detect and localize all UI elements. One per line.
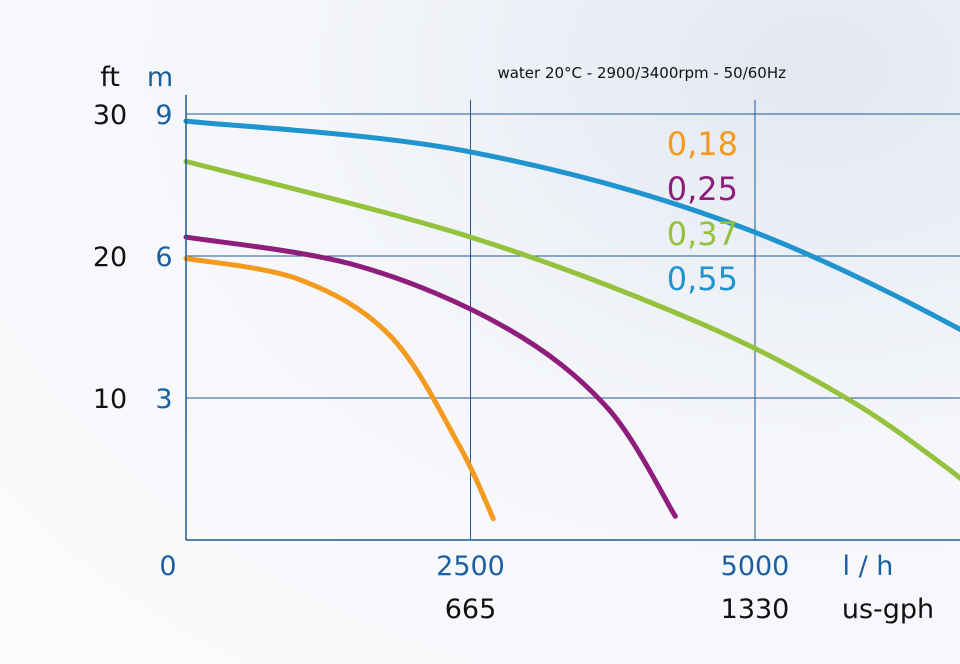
y-tick-label-m: 6 [155, 242, 172, 273]
series-line-0-55 [183, 118, 960, 333]
legend-entry-0-25: 0,25 [667, 170, 738, 208]
x-tick-labels: 025006655000133075001995100002660 [159, 551, 790, 625]
performance-curves [183, 118, 960, 522]
x-unit-usgph: us-gph [842, 594, 934, 625]
y-tick-label-ft: 30 [93, 100, 127, 131]
gridlines [186, 99, 960, 540]
series-line-0-25 [183, 234, 678, 519]
y-tick-label-m: 3 [155, 384, 172, 415]
chart-subtitle: water 20°C - 2900/3400rpm - 50/60Hz [497, 64, 786, 82]
legend: 0,18 0,25 0,37 0,55 [667, 125, 738, 298]
legend-entry-0-37: 0,37 [667, 215, 738, 253]
series-line-0-18 [183, 255, 496, 522]
series-line-0-37 [183, 158, 960, 482]
y-tick-label-m: 9 [155, 100, 172, 131]
x-tick-label-lh: 5000 [721, 551, 790, 582]
x-tick-label-lh: 0 [159, 551, 176, 582]
y-unit-ft: ft [100, 62, 120, 93]
x-tick-label-lh: 2500 [436, 551, 505, 582]
x-unit-lh: l / h [843, 551, 894, 582]
legend-entry-0-55: 0,55 [667, 260, 738, 298]
legend-entry-0-18: 0,18 [667, 125, 738, 163]
x-tick-label-usgph: 665 [445, 594, 497, 625]
y-tick-label-ft: 10 [93, 384, 127, 415]
y-tick-labels: 3 10 6 20 9 30 [93, 100, 173, 415]
y-tick-label-ft: 20 [93, 242, 127, 273]
axes [185, 94, 960, 541]
y-unit-m: m [147, 62, 173, 93]
x-tick-label-usgph: 1330 [721, 594, 790, 625]
